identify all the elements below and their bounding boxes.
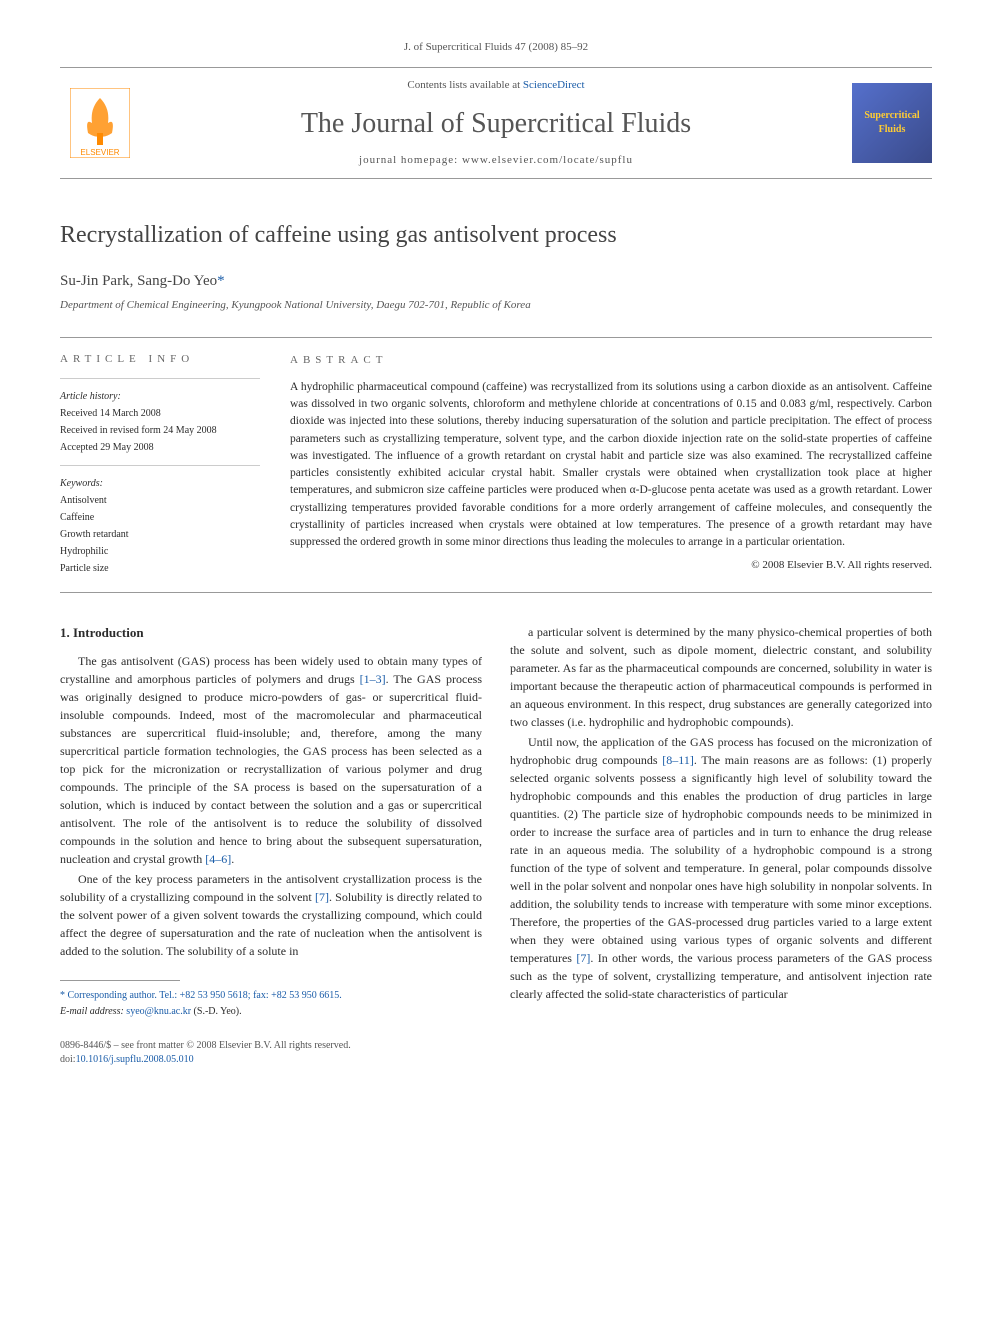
citation-link[interactable]: [8–11] (662, 753, 694, 767)
contents-list-line: Contents lists available at ScienceDirec… (140, 78, 852, 93)
keyword: Antisolvent (60, 493, 260, 508)
received-date: Received 14 March 2008 (60, 406, 260, 421)
citation-link[interactable]: [7] (315, 890, 329, 904)
issn-line: 0896-8446/$ – see front matter © 2008 El… (60, 1039, 932, 1053)
body-paragraph: Until now, the application of the GAS pr… (510, 733, 932, 1003)
citation-link[interactable]: [1–3] (360, 672, 386, 686)
email-label: E-mail address: (60, 1006, 124, 1017)
email-link[interactable]: syeo@knu.ac.kr (126, 1006, 191, 1017)
publisher-logo: ELSEVIER (60, 83, 140, 163)
corresponding-author-footnote: * Corresponding author. Tel.: +82 53 950… (60, 989, 482, 1003)
doi-link[interactable]: 10.1016/j.supflu.2008.05.010 (76, 1054, 194, 1065)
article-info-heading: article info (60, 352, 260, 367)
article-body: 1. Introduction The gas antisolvent (GAS… (60, 623, 932, 1022)
doi-line: doi:10.1016/j.supflu.2008.05.010 (60, 1053, 932, 1067)
publisher-name: ELSEVIER (80, 148, 119, 157)
section-heading-introduction: 1. Introduction (60, 623, 482, 643)
citation-link[interactable]: [4–6] (205, 852, 231, 866)
keyword: Particle size (60, 561, 260, 576)
keywords-label: Keywords: (60, 476, 260, 491)
history-label: Article history: (60, 389, 260, 404)
revised-date: Received in revised form 24 May 2008 (60, 423, 260, 438)
body-text: . The main reasons are as follows: (1) p… (510, 753, 932, 965)
info-rule (60, 378, 260, 379)
journal-title: The Journal of Supercritical Fluids (140, 104, 852, 143)
keyword: Caffeine (60, 510, 260, 525)
email-suffix: (S.-D. Yeo). (194, 1006, 242, 1017)
affiliation: Department of Chemical Engineering, Kyun… (60, 298, 932, 313)
abstract-block: abstract A hydrophilic pharmaceutical co… (290, 352, 932, 577)
page-footer: 0896-8446/$ – see front matter © 2008 El… (60, 1039, 932, 1067)
elsevier-tree-icon: ELSEVIER (70, 88, 130, 158)
corresponding-mark: * (217, 273, 225, 289)
cover-title-top: Supercritical (864, 109, 919, 123)
footnote-separator (60, 980, 180, 981)
sciencedirect-link[interactable]: ScienceDirect (523, 79, 585, 91)
author-list: Su-Jin Park, Sang-Do Yeo* (60, 271, 932, 292)
journal-masthead: ELSEVIER Contents lists available at Sci… (60, 67, 932, 179)
keyword: Hydrophilic (60, 544, 260, 559)
homepage-url: www.elsevier.com/locate/supflu (462, 154, 633, 166)
email-footnote: E-mail address: syeo@knu.ac.kr (S.-D. Ye… (60, 1005, 482, 1019)
doi-label: doi: (60, 1054, 76, 1065)
running-header: J. of Supercritical Fluids 47 (2008) 85–… (60, 40, 932, 55)
body-paragraph: One of the key process parameters in the… (60, 870, 482, 960)
article-title: Recrystallization of caffeine using gas … (60, 219, 932, 253)
abstract-heading: abstract (290, 352, 932, 369)
body-paragraph: a particular solvent is determined by th… (510, 623, 932, 731)
info-abstract-section: article info Article history: Received 1… (60, 337, 932, 592)
citation-link[interactable]: [7] (576, 951, 590, 965)
body-paragraph: The gas antisolvent (GAS) process has be… (60, 652, 482, 868)
keyword: Growth retardant (60, 527, 260, 542)
cover-title-bottom: Fluids (879, 123, 906, 137)
abstract-text: A hydrophilic pharmaceutical compound (c… (290, 379, 932, 552)
abstract-copyright: © 2008 Elsevier B.V. All rights reserved… (290, 557, 932, 574)
footnote-corr-text: * Corresponding author. Tel.: +82 53 950… (60, 990, 342, 1001)
contents-prefix: Contents lists available at (407, 79, 522, 91)
body-text: . (231, 852, 234, 866)
masthead-center: Contents lists available at ScienceDirec… (140, 78, 852, 168)
homepage-prefix: journal homepage: (359, 154, 462, 166)
body-text: . The GAS process was originally designe… (60, 672, 482, 866)
author-names: Su-Jin Park, Sang-Do Yeo (60, 273, 217, 289)
journal-homepage-line: journal homepage: www.elsevier.com/locat… (140, 153, 852, 168)
info-rule (60, 465, 260, 466)
accepted-date: Accepted 29 May 2008 (60, 440, 260, 455)
journal-cover-thumbnail: Supercritical Fluids (852, 83, 932, 163)
article-info-block: article info Article history: Received 1… (60, 352, 260, 577)
